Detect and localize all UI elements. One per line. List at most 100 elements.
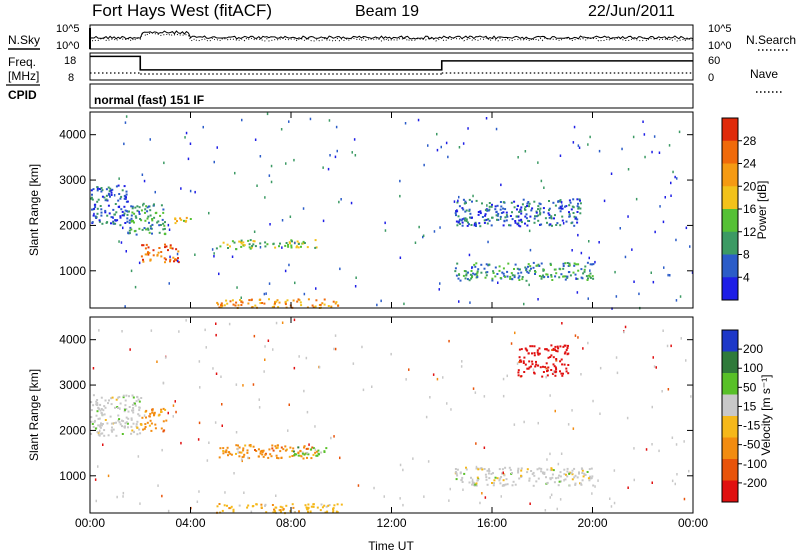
velocity-sparse-cell xyxy=(221,424,223,427)
power-sparse-cell xyxy=(523,302,525,306)
power-cell xyxy=(491,279,494,282)
velocity-cell xyxy=(216,505,219,508)
velocity-cell xyxy=(232,510,235,513)
power-cell xyxy=(140,255,143,258)
power-cell xyxy=(229,245,231,248)
power-sparse-cell xyxy=(462,142,465,145)
velocity-sparse-cell xyxy=(198,421,201,425)
power-sparse-cell xyxy=(468,253,471,257)
velocity-cell xyxy=(493,482,495,485)
power-colorbar-swatch xyxy=(722,209,738,233)
power-sparse-cell xyxy=(580,251,583,255)
power-sparse-cell xyxy=(143,179,146,183)
power-cell xyxy=(151,219,154,222)
velocity-cell xyxy=(547,366,550,369)
power-cell xyxy=(520,212,523,215)
power-sparse-cell xyxy=(472,194,474,198)
velocity-cell xyxy=(254,449,256,451)
power-sparse-cell xyxy=(559,154,562,157)
power-cell xyxy=(130,205,133,208)
power-cell xyxy=(498,265,501,268)
power-cell xyxy=(494,205,497,208)
velocity-sparse-cell xyxy=(99,429,101,433)
power-cell xyxy=(153,216,156,219)
power-cell xyxy=(138,206,141,209)
power-cell xyxy=(521,276,524,278)
power-cell xyxy=(473,222,476,225)
power-cell xyxy=(490,205,493,208)
power-cell xyxy=(471,276,473,279)
velocity-cell xyxy=(544,348,547,351)
power-cell xyxy=(91,193,93,196)
power-sparse-cell xyxy=(253,230,256,233)
power-sparse-cell xyxy=(453,200,456,203)
velocity-sparse-cell xyxy=(597,479,599,482)
power-cell xyxy=(164,246,166,249)
power-cell xyxy=(579,207,582,210)
power-cell xyxy=(130,220,133,223)
velocity-sparse-cell xyxy=(306,410,309,414)
power-cell xyxy=(114,222,117,225)
velocity-cell xyxy=(514,483,517,486)
velocity-cell xyxy=(589,475,591,478)
power-cell xyxy=(476,270,479,273)
velocity-sparse-cell xyxy=(560,452,563,455)
velocity-sparse-cell xyxy=(425,415,428,419)
power-cell xyxy=(250,246,253,249)
power-cell xyxy=(149,258,152,261)
power-cell xyxy=(506,275,509,278)
velocity-cell xyxy=(232,508,235,511)
cpid-text: normal (fast) 151 IF xyxy=(94,93,204,107)
power-colorbar-tick-label: 4 xyxy=(743,270,750,284)
velocity-sparse-cell xyxy=(198,490,200,493)
power-cell xyxy=(557,200,560,203)
power-sparse-cell xyxy=(610,172,613,175)
velocity-cell xyxy=(100,408,103,410)
velocity-cell xyxy=(590,477,593,480)
velocity-cell xyxy=(479,467,482,470)
power-cell xyxy=(133,221,135,224)
velocity-sparse-cell xyxy=(423,495,425,498)
power-cell xyxy=(539,207,542,210)
power-cell xyxy=(220,302,223,305)
velocity-cell xyxy=(279,505,282,508)
power-cell xyxy=(548,216,551,219)
power-cell xyxy=(458,220,461,223)
velocity-cell xyxy=(508,466,511,469)
velocity-cell xyxy=(218,503,221,505)
velocity-cell xyxy=(541,471,544,474)
power-cell xyxy=(126,200,129,203)
velocity-colorbar-tick-label: 50 xyxy=(743,380,757,394)
power-cell xyxy=(98,219,101,222)
power-cell xyxy=(562,262,565,265)
power-cell xyxy=(569,201,572,204)
power-cell xyxy=(461,207,464,210)
velocity-cell xyxy=(151,409,154,412)
power-sparse-cell xyxy=(184,136,186,139)
power-sparse-cell xyxy=(621,147,623,151)
power-cell xyxy=(323,303,326,306)
power-cell xyxy=(499,208,502,211)
velocity-colorbar-swatch xyxy=(722,373,738,395)
velocity-cell xyxy=(132,396,135,399)
power-cell xyxy=(115,219,117,222)
power-cell xyxy=(550,217,553,220)
velocity-cell xyxy=(570,472,573,475)
power-sparse-cell xyxy=(664,196,666,199)
velocity-sparse-cell xyxy=(339,456,341,460)
power-sparse-cell xyxy=(167,223,170,227)
power-cell xyxy=(562,265,565,267)
power-cell xyxy=(96,200,99,203)
velocity-sparse-cell xyxy=(549,452,551,456)
power-cell xyxy=(555,224,558,226)
power-cell xyxy=(462,208,465,211)
power-sparse-cell xyxy=(588,256,590,260)
velocity-cell xyxy=(554,366,557,369)
power-cell xyxy=(527,201,530,203)
velocity-cell xyxy=(552,348,555,351)
velocity-cell xyxy=(149,412,152,415)
power-cell xyxy=(533,217,536,220)
velocity-sparse-cell xyxy=(267,339,270,342)
power-sparse-cell xyxy=(380,299,382,303)
power-cell xyxy=(504,208,507,211)
